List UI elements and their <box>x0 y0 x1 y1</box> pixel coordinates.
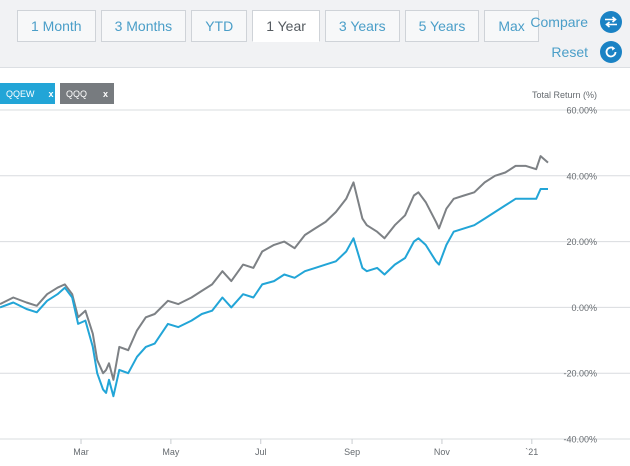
y-tick-label: -20.00% <box>563 369 597 379</box>
compare-action[interactable]: Compare <box>530 11 622 33</box>
series-line-qqew <box>0 188 548 398</box>
remove-qqq-icon[interactable]: x <box>102 88 108 99</box>
grid-lines <box>0 109 630 440</box>
chip-qqq[interactable]: QQQ x <box>60 83 114 104</box>
x-tick-label: Nov <box>434 447 451 457</box>
series-line-qqq <box>0 155 549 381</box>
tab-5-years[interactable]: 5 Years <box>404 10 480 42</box>
y-tick-label: 60.00% <box>566 106 597 116</box>
x-tick-labels: Mar May Jul Sep Nov `21 <box>73 439 538 457</box>
tab-3-months[interactable]: 3 Months <box>100 10 187 42</box>
reset-action[interactable]: Reset <box>551 41 622 63</box>
y-tick-labels: 60.00% 40.00% 20.00% 0.00% -20.00% -40.00% <box>563 106 597 445</box>
chip-qqq-label: QQQ <box>66 88 88 99</box>
range-tabs: 1 Month 3 Months YTD 1 Year 3 Years 5 Ye… <box>17 10 539 42</box>
tab-ytd[interactable]: YTD <box>191 10 248 42</box>
y-tick-label: -40.00% <box>563 435 597 445</box>
y-tick-label: 0.00% <box>571 303 597 313</box>
compare-label[interactable]: Compare <box>530 14 588 30</box>
tab-1-month[interactable]: 1 Month <box>17 10 96 42</box>
x-tick-label: `21 <box>525 447 538 457</box>
y-tick-label: 20.00% <box>566 237 597 247</box>
tab-3-years[interactable]: 3 Years <box>324 10 400 42</box>
chip-qqew-label: QQEW <box>6 88 35 99</box>
tab-max[interactable]: Max <box>484 10 539 42</box>
y-axis-label: Total Return (%) <box>532 90 597 100</box>
range-toolbar: 1 Month 3 Months YTD 1 Year 3 Years 5 Ye… <box>0 0 630 68</box>
refresh-icon[interactable] <box>600 41 622 63</box>
reset-label[interactable]: Reset <box>551 44 588 60</box>
x-tick-label: May <box>162 447 180 457</box>
series-chips: QQEW x QQQ x <box>0 83 114 104</box>
swap-arrows-icon[interactable] <box>600 11 622 33</box>
remove-qqew-icon[interactable]: x <box>48 88 54 99</box>
series-lines <box>0 155 549 398</box>
x-tick-label: Mar <box>73 447 89 457</box>
y-tick-label: 40.00% <box>566 171 597 181</box>
chip-qqew[interactable]: QQEW x <box>0 83 55 104</box>
x-tick-label: Sep <box>344 447 360 457</box>
tab-1-year[interactable]: 1 Year <box>252 10 320 42</box>
x-tick-label: Jul <box>255 447 267 457</box>
